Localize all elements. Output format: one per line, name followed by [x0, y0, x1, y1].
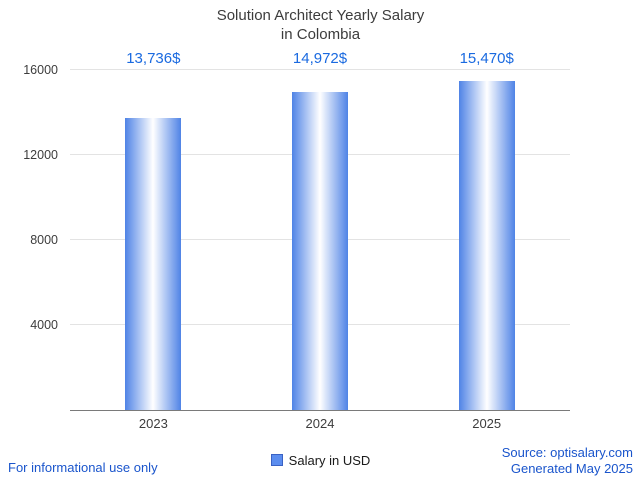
legend-swatch — [270, 454, 283, 466]
x-category-label: 2024 — [305, 416, 335, 431]
gridline — [70, 69, 570, 70]
bar-value-label: 15,470$ — [459, 50, 514, 67]
bar-value-label: 13,736$ — [126, 50, 181, 67]
chart-title-line1: Solution Architect Yearly Salary — [216, 7, 425, 24]
footer-source: Source: optisalary.com Generated May 202… — [502, 445, 633, 477]
bar-slot: 13,736$ — [70, 50, 237, 410]
y-tick-label: 8000 — [30, 233, 58, 247]
x-axis-labels: 2023 2024 2025 — [70, 416, 570, 431]
chart-title: Solution Architect Yearly Salary in Colo… — [0, 6, 641, 44]
source-line[interactable]: Source: optisalary.com — [501, 445, 633, 460]
x-category-label: 2023 — [138, 416, 168, 431]
y-tick-label: 4000 — [30, 318, 58, 332]
generated-line: Generated May 2025 — [510, 461, 633, 476]
y-tick-label: 12000 — [23, 148, 58, 162]
bar-2025[interactable] — [458, 81, 515, 410]
chart-title-line2: in Colombia — [280, 26, 361, 43]
footer-note: For informational use only — [8, 460, 158, 475]
x-category-label: 2025 — [472, 416, 502, 431]
bar-slot: 14,972$ — [237, 50, 404, 410]
legend: Salary in USD — [0, 452, 641, 468]
bar-2023[interactable] — [125, 118, 182, 410]
bar-2024[interactable] — [292, 91, 348, 410]
bars-layer: 13,736$ 14,972$ 15,470$ — [70, 50, 570, 410]
plot-area: 13,736$ 14,972$ 15,470$ — [70, 50, 570, 411]
y-axis-labels: 4000 8000 12000 16000 — [0, 63, 64, 410]
y-tick-label: 16000 — [23, 63, 58, 77]
legend-label: Salary in USD — [288, 452, 371, 468]
bar-slot: 15,470$ — [403, 50, 570, 410]
bar-value-label: 14,972$ — [292, 50, 348, 67]
